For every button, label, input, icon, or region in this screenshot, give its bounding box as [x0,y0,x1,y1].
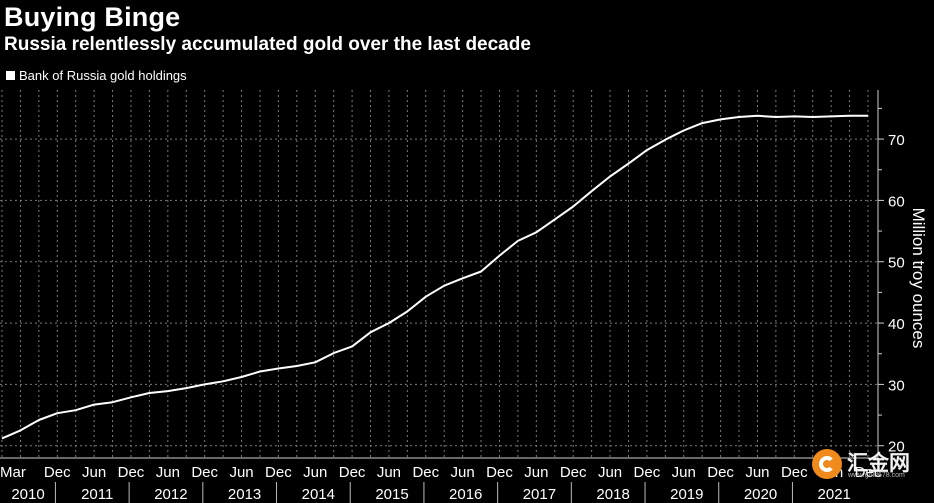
x-tick-label: Dec [191,464,218,481]
x-tick-label: Jun [451,464,475,481]
y-tick-label: 20 [888,439,905,456]
watermark-logo-icon [812,449,842,479]
legend-label: Bank of Russia gold holdings [19,68,187,83]
x-tick-label: Jun [229,464,253,481]
legend: Bank of Russia gold holdings [6,68,187,83]
y-axis-label: Million troy ounces [909,208,928,349]
x-tick-label: Dec [44,464,71,481]
x-year-label: 2012 [154,486,187,503]
series-line [1,114,868,440]
x-year-label: 2013 [228,486,261,503]
x-year-label: 2020 [744,486,777,503]
x-tick-label: Jun [672,464,696,481]
watermark: 汇金网 www.gold678.com [812,446,930,482]
x-tick-label: Dec [560,464,587,481]
x-tick-label: Dec [118,464,145,481]
x-tick-label: Dec [486,464,513,481]
x-year-label: 2015 [375,486,408,503]
x-year-label: 2016 [449,486,482,503]
y-tick-label: 40 [888,316,905,333]
x-tick-label: Jun [598,464,622,481]
y-tick-label: 60 [888,193,905,210]
x-year-label: 2017 [523,486,556,503]
x-tick-label: Dec [855,464,882,481]
watermark-url: www.gold678.com [848,472,905,479]
watermark-text: 汇金网 [847,452,910,475]
x-year-label: 2019 [670,486,703,503]
series-group [1,114,869,440]
chart-subtitle: Russia relentlessly accumulated gold ove… [4,34,531,55]
x-tick-label: Mar [0,464,26,481]
x-year-label: 2018 [596,486,629,503]
x-tick-label: Dec [781,464,808,481]
x-tick-label: Jun [377,464,401,481]
x-tick-label: Dec [265,464,292,481]
x-year-label: 2010 [11,486,44,503]
x-tick-label: Dec [339,464,366,481]
chart-title: Buying Binge [4,2,181,32]
x-tick-label: Jun [524,464,548,481]
x-tick-label: Jun [303,464,327,481]
y-tick-label: 30 [888,377,905,394]
y-tick-label: 50 [888,255,905,272]
y-tick-labels: 20 30 40 50 60 70 [888,132,905,456]
x-year-label: 2014 [302,486,335,503]
x-year-label: 2021 [818,486,851,503]
x-tick-label: Jun [745,464,769,481]
x-tick-label: Dec [634,464,661,481]
legend-swatch [6,71,15,80]
x-tick-labels: Mar Dec Jun Dec Jun Dec Jun Dec Jun Dec Jun Dec Jun D… [0,464,882,503]
x-year-label: 2011 [81,486,113,503]
axes [0,90,884,503]
x-tick-label: Dec [707,464,734,481]
gridlines [0,90,878,458]
x-tick-label: Jun [82,464,106,481]
y-tick-label: 70 [888,132,905,149]
x-tick-label: Jun [156,464,180,481]
x-tick-label: Dec [412,464,439,481]
